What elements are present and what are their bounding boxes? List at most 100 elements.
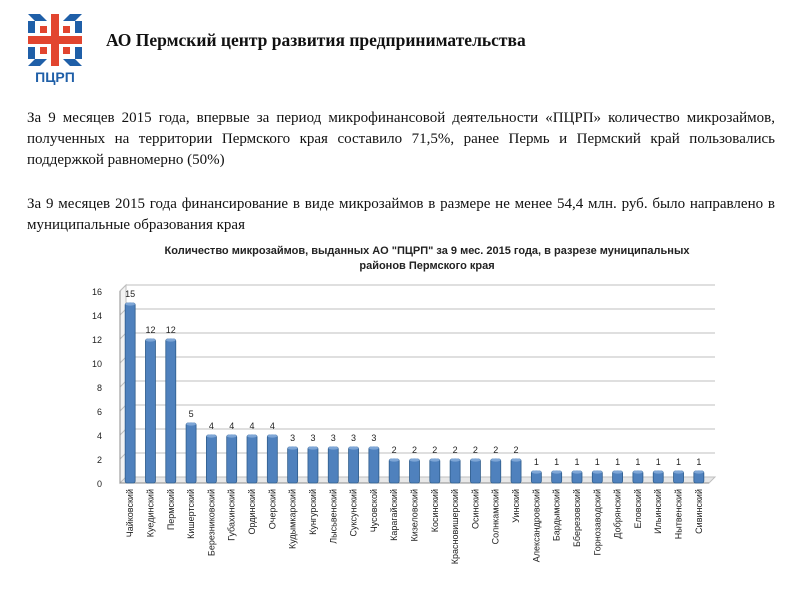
- bar-top: [226, 434, 237, 438]
- data-label: 3: [290, 433, 295, 443]
- y-tick-label: 16: [92, 287, 102, 297]
- data-label: 4: [270, 421, 275, 431]
- bar-top: [165, 338, 176, 342]
- bar-top: [531, 470, 542, 474]
- x-tick-label: Кишертский: [186, 489, 196, 539]
- data-label: 1: [676, 457, 681, 467]
- bar: [429, 458, 441, 484]
- data-label: 12: [145, 325, 155, 335]
- bar-top: [450, 458, 461, 462]
- x-tick-label: Добрянский: [613, 489, 623, 539]
- x-tick-label: Чайковский: [125, 489, 135, 537]
- bar-top: [125, 302, 136, 306]
- bar-top: [409, 458, 420, 462]
- bar-top: [287, 446, 298, 450]
- x-tick-label: Красновишерский: [450, 489, 460, 564]
- data-label: 1: [696, 457, 701, 467]
- intro-paragraph: За 9 месяцев 2015 года, впервые за перио…: [27, 110, 775, 168]
- bar: [409, 458, 420, 484]
- bar-top: [348, 446, 359, 450]
- bar-top: [368, 446, 379, 450]
- x-tick-label: Ильинский: [653, 489, 663, 534]
- bar: [307, 446, 319, 484]
- x-tick-label: Уинский: [511, 489, 521, 523]
- data-label: 1: [615, 457, 620, 467]
- bar-top: [693, 470, 704, 474]
- data-label: 1: [656, 457, 661, 467]
- x-tick-label: Косинский: [430, 489, 440, 532]
- data-label: 3: [371, 433, 376, 443]
- logo-text: ПЦРП: [35, 69, 75, 85]
- y-tick-label: 0: [97, 479, 102, 489]
- bar: [388, 458, 400, 484]
- y-tick-label: 2: [97, 455, 102, 465]
- y-tick-label: 6: [97, 407, 102, 417]
- bar: [287, 446, 299, 484]
- data-label: 2: [392, 445, 397, 455]
- bar-top: [490, 458, 501, 462]
- bar: [348, 446, 359, 484]
- y-tick-label: 14: [92, 311, 102, 321]
- data-label: 1: [534, 457, 539, 467]
- data-label: 1: [574, 457, 579, 467]
- x-tick-label: Губахинский: [227, 489, 237, 541]
- x-tick-label: Горнозаводский: [592, 489, 602, 556]
- x-tick-label: Суксунский: [349, 489, 359, 537]
- x-tick-label: Чусовской: [369, 489, 379, 532]
- data-label: 1: [554, 457, 559, 467]
- bar: [327, 446, 339, 484]
- bar-top: [632, 470, 643, 474]
- logo-emblem: [28, 14, 82, 66]
- data-label: 3: [351, 433, 356, 443]
- data-label: 4: [209, 421, 214, 431]
- data-label: 1: [595, 457, 600, 467]
- y-tick-label: 10: [92, 359, 102, 369]
- data-label: 2: [412, 445, 417, 455]
- gridline-diag: [119, 284, 127, 292]
- x-tick-label: Сивинский: [694, 489, 704, 534]
- bar-top: [592, 470, 603, 474]
- x-tick-label: Очерский: [267, 489, 277, 529]
- data-label: 2: [514, 445, 519, 455]
- bar-top: [328, 446, 339, 450]
- bar-top: [145, 338, 156, 342]
- x-tick-label: Осинский: [470, 489, 480, 529]
- bar: [124, 302, 136, 484]
- x-tick-label: Солнкамский: [491, 489, 501, 544]
- data-label: 12: [166, 325, 176, 335]
- bar: [368, 446, 380, 484]
- x-tick-label: Еловский: [633, 489, 643, 529]
- data-label: 5: [189, 409, 194, 419]
- chart-title-line: Количество микрозаймов, выданных АО "ПЦР…: [164, 245, 690, 257]
- bar-top: [470, 458, 481, 462]
- x-tick-label: Кудымкарский: [288, 489, 298, 549]
- bar-top: [673, 470, 684, 474]
- x-tick-label: Нытвенский: [674, 489, 684, 539]
- bar-top: [206, 434, 217, 438]
- financing-paragraph: За 9 месяцев 2015 года финансирование в …: [27, 196, 775, 233]
- bar: [165, 338, 177, 484]
- data-label: 2: [453, 445, 458, 455]
- data-label: 2: [432, 445, 437, 455]
- bar: [185, 422, 197, 484]
- bar-top: [653, 470, 664, 474]
- y-tick-label: 4: [97, 431, 102, 441]
- bar-top: [186, 422, 197, 426]
- x-tick-label: Пермский: [166, 489, 176, 530]
- x-tick-label: Карагайский: [389, 489, 399, 541]
- bar: [470, 458, 481, 484]
- bar: [205, 434, 217, 484]
- bar-top: [511, 458, 522, 462]
- data-label: 3: [331, 433, 336, 443]
- bar-top: [247, 434, 258, 438]
- x-tick-label: Кунгурский: [308, 489, 318, 535]
- x-tick-label: Куединский: [145, 489, 155, 537]
- y-tick-label: 8: [97, 383, 102, 393]
- data-label: 2: [473, 445, 478, 455]
- bar: [145, 338, 156, 484]
- bar: [226, 434, 238, 484]
- x-tick-label: Александровский: [531, 489, 541, 562]
- x-tick-label: Бардымский: [552, 489, 562, 541]
- chart-title: Количество микрозаймов, выданных АО "ПЦР…: [74, 244, 780, 274]
